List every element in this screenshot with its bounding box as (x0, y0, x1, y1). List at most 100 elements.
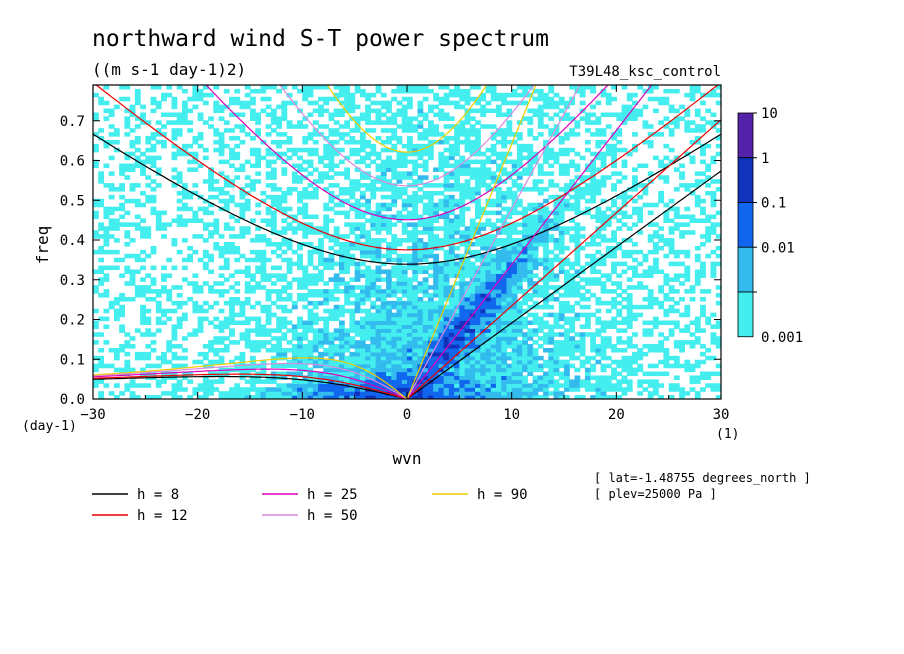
heat-cell (145, 285, 152, 290)
heat-cell (705, 234, 712, 239)
heat-cell (443, 347, 450, 353)
heat-cell (370, 190, 377, 196)
heat-cell (438, 324, 445, 329)
heat-cell (370, 285, 377, 290)
heat-cell (338, 249, 345, 255)
heat-cell (359, 159, 366, 165)
heat-cell (464, 351, 471, 357)
heat-cell (145, 139, 152, 145)
heat-cell (475, 320, 481, 326)
heat-cell (626, 238, 633, 243)
heat-cell (244, 328, 251, 333)
heat-cell (506, 234, 513, 239)
heat-cell (181, 202, 188, 208)
heat-cell (333, 359, 340, 365)
heat-cell (312, 289, 319, 294)
heat-cell (265, 320, 272, 326)
heat-cell (427, 296, 434, 302)
heat-cell (244, 332, 251, 337)
heat-cell (469, 190, 476, 196)
heat-cell (527, 281, 534, 286)
heat-cell (700, 171, 706, 176)
heat-cell (297, 383, 303, 388)
heat-cell (459, 332, 466, 337)
heat-cell (161, 112, 167, 118)
heat-cell (579, 347, 586, 353)
heat-cell (333, 391, 340, 396)
heat-cell (391, 285, 398, 290)
heat-cell (197, 132, 204, 137)
heat-cell (354, 139, 361, 145)
heat-cell (564, 328, 570, 333)
heat-cell (532, 300, 539, 306)
heat-cell (427, 238, 434, 243)
heat-cell (527, 363, 534, 369)
heat-cell (365, 238, 371, 243)
heat-cell (433, 285, 439, 290)
heat-cell (349, 151, 356, 157)
heat-cell (611, 147, 617, 153)
heat-cell (291, 124, 298, 129)
heat-cell (600, 387, 607, 392)
heat-cell (417, 249, 424, 255)
heat-cell (171, 100, 178, 106)
heat-cell (323, 371, 330, 377)
heat-cell (715, 179, 721, 184)
heat-cell (475, 351, 481, 357)
heat-cell (407, 104, 413, 110)
heat-cell (564, 336, 570, 341)
heat-cell (108, 183, 115, 188)
heat-cell (564, 359, 570, 365)
heat-cell (611, 265, 617, 271)
heat-cell (705, 108, 712, 114)
heat-cell (516, 120, 523, 125)
heat-cell (318, 269, 324, 275)
heat-cell (218, 151, 225, 157)
heat-cell (302, 351, 309, 357)
heat-cell (616, 340, 623, 345)
heat-cell (632, 108, 638, 114)
heat-cell (344, 245, 351, 251)
heat-cell (495, 265, 502, 271)
heat-cell (255, 234, 262, 239)
heat-cell (527, 147, 534, 153)
heat-cell (574, 151, 581, 157)
heat-cell (375, 344, 382, 349)
heat-cell (265, 347, 272, 353)
heat-cell (213, 230, 220, 235)
heat-cell (307, 112, 314, 118)
heat-cell (103, 308, 110, 314)
heat-cell (223, 391, 230, 396)
heat-cell (386, 214, 392, 220)
heat-cell (558, 351, 565, 357)
heat-cell (553, 320, 560, 326)
heat-cell (475, 238, 481, 243)
heat-cell (438, 151, 445, 157)
heat-cell (202, 281, 209, 286)
heat-cell (302, 367, 309, 373)
heat-cell (365, 265, 371, 271)
heat-cell (124, 108, 131, 114)
heat-cell (365, 120, 371, 125)
heat-cell (333, 277, 340, 282)
heat-cell (281, 132, 288, 137)
heat-cell (291, 187, 298, 192)
heat-cell (354, 347, 361, 353)
heat-cell (652, 242, 659, 247)
heat-cell (412, 336, 419, 341)
heat-cell (595, 269, 602, 275)
heat-cell (574, 316, 581, 322)
heat-cell (234, 320, 241, 326)
heat-cell (370, 336, 377, 341)
heat-cell (155, 300, 162, 306)
heat-cell (600, 238, 607, 243)
heat-cell (553, 332, 560, 337)
heat-cell (265, 238, 272, 243)
heat-cell (684, 289, 691, 294)
heat-cell (694, 363, 701, 369)
heat-cell (495, 300, 502, 306)
heat-cell (668, 249, 675, 255)
heat-cell (307, 359, 314, 365)
heat-cell (501, 155, 508, 161)
heat-cell (642, 253, 649, 259)
